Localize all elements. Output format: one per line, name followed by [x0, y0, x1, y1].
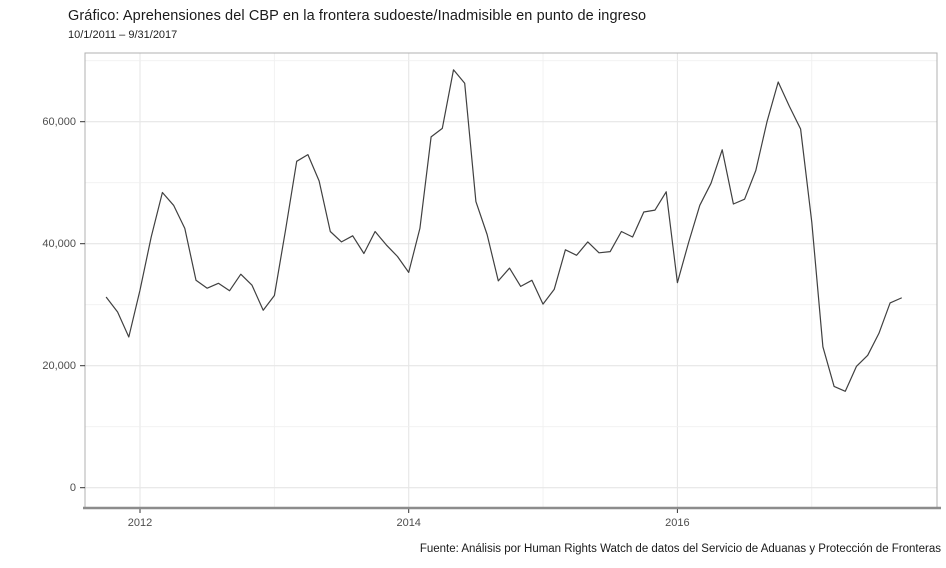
chart-title: Gráfico: Aprehensiones del CBP en la fro…: [68, 8, 647, 24]
chart-source-caption: Fuente: Análisis por Human Rights Watch …: [419, 543, 941, 555]
y-tick-label: 20,000: [42, 360, 76, 372]
y-tick-label: 40,000: [42, 238, 76, 250]
apprehensions-line: [105, 69, 902, 392]
x-tick-label: 2014: [396, 517, 420, 529]
y-tick-label: 0: [70, 482, 76, 494]
chart-subtitle: 10/1/2011 – 9/31/2017: [68, 29, 178, 41]
y-tick-label: 60,000: [42, 116, 76, 128]
x-tick-label: 2012: [128, 517, 152, 529]
x-tick-label: 2016: [665, 517, 689, 529]
